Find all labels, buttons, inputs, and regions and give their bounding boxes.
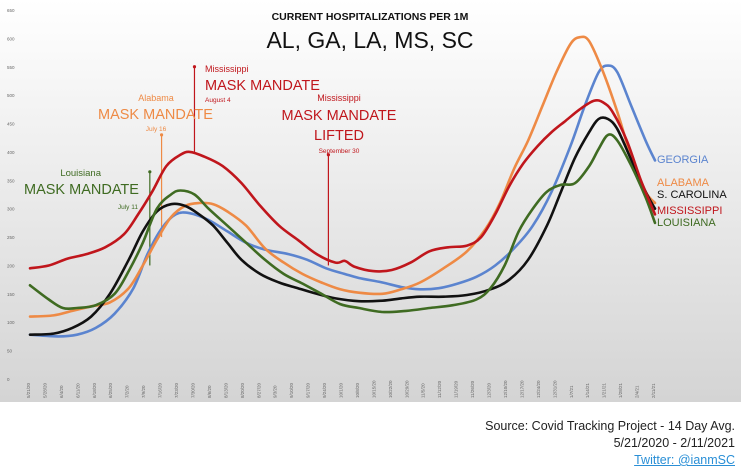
chart-subtitle: AL, GA, LA, MS, SC <box>266 27 473 53</box>
x-tick-label: 9/17/20 <box>306 382 311 398</box>
annotation-state: Louisiana <box>60 168 101 179</box>
y-tick-label: 350 <box>7 178 15 183</box>
y-tick-label: 600 <box>7 36 15 41</box>
x-tick-label: 9/24/20 <box>322 382 327 398</box>
y-tick-label: 300 <box>7 207 15 212</box>
x-tick-label: 7/16/20 <box>158 382 163 398</box>
x-tick-label: 8/6/20 <box>207 385 212 398</box>
x-tick-label: 6/18/20 <box>92 382 97 398</box>
x-tick-label: 5/28/20 <box>42 382 47 398</box>
annotation-marker <box>159 133 164 137</box>
x-tick-label: 7/23/20 <box>174 382 179 398</box>
annotation-date: September 30 <box>319 148 360 155</box>
chart-background <box>0 0 741 402</box>
x-tick-label: 7/30/20 <box>190 382 195 398</box>
series-label-mississippi: MISSISSIPPI <box>657 205 722 217</box>
x-tick-label: 12/10/20 <box>503 380 508 398</box>
x-tick-label: 10/15/20 <box>371 380 376 398</box>
x-tick-label: 9/10/20 <box>289 382 294 398</box>
y-tick-label: 450 <box>7 122 15 127</box>
source-text: Source: Covid Tracking Project - 14 Day … <box>485 419 735 433</box>
series-line-south_carolina <box>28 116 657 336</box>
x-tick-label: 2/11/21 <box>651 383 656 398</box>
y-tick-label: 500 <box>7 93 15 98</box>
x-axis-ticks: 5/21/20 5/28/20 6/4/20 6/11/20 6/18/20 6/25/2… <box>26 380 656 398</box>
annotation-label: MASK MANDATE <box>98 107 213 123</box>
x-tick-label: 10/8/20 <box>355 382 360 398</box>
x-tick-label: 8/20/20 <box>240 382 245 398</box>
x-tick-label: 11/12/20 <box>437 380 442 398</box>
x-tick-label: 1/14/21 <box>585 382 590 398</box>
x-tick-label: 6/4/20 <box>59 385 64 398</box>
x-tick-label: 11/19/20 <box>454 380 459 398</box>
y-tick-label: 0 <box>7 377 10 382</box>
y-tick-label: 100 <box>7 320 15 325</box>
series-label-south_carolina: S. CAROLINA <box>657 189 727 201</box>
annotation-label: MASK MANDATE <box>24 182 139 198</box>
x-tick-label: 6/11/20 <box>75 383 80 398</box>
annotation-state: Alabama <box>138 93 174 103</box>
series-label-georgia: GEORGIA <box>657 154 709 166</box>
x-tick-label: 7/2/20 <box>125 385 130 398</box>
series-label-louisiana: LOUISIANA <box>657 217 716 229</box>
y-tick-label: 150 <box>7 292 15 297</box>
annotation-marker <box>148 170 152 174</box>
x-tick-label: 2/4/21 <box>635 385 640 398</box>
annotation-date: August 4 <box>205 97 231 104</box>
annotation-marker <box>192 65 197 69</box>
y-tick-label: 400 <box>7 150 15 155</box>
annotation-date: July 11 <box>118 204 138 211</box>
y-tick-label: 550 <box>7 65 15 70</box>
x-tick-label: 12/3/20 <box>487 382 492 398</box>
y-tick-label: 50 <box>7 349 13 354</box>
x-tick-label: 12/31/20 <box>552 380 557 398</box>
twitter-link[interactable]: Twitter: @ianmSC <box>634 453 735 467</box>
x-tick-label: 1/28/21 <box>618 382 623 398</box>
x-tick-label: 7/9/20 <box>141 385 146 398</box>
series-line-alabama <box>28 35 657 318</box>
x-tick-label: 8/13/20 <box>223 382 228 398</box>
annotation-label: LIFTED <box>314 128 364 144</box>
x-tick-label: 9/3/20 <box>273 385 278 398</box>
date-range-text: 5/21/2020 - 2/11/2021 <box>613 436 735 450</box>
y-tick-label: 200 <box>7 263 15 268</box>
annotation-label: MASK MANDATE <box>205 78 320 94</box>
x-tick-label: 5/21/20 <box>26 382 31 398</box>
series-line-mississippi <box>28 99 657 273</box>
chart-area: CURRENT HOSPITALIZATIONS PER 1M AL, GA, … <box>0 0 741 402</box>
series-lines <box>28 35 657 338</box>
x-tick-label: 10/29/20 <box>404 380 409 398</box>
hospitalizations-chart: CURRENT HOSPITALIZATIONS PER 1M AL, GA, … <box>0 0 741 402</box>
annotation-state: Mississippi <box>205 64 249 74</box>
x-tick-label: 12/24/20 <box>536 380 541 398</box>
x-tick-label: 10/22/20 <box>388 380 393 398</box>
annotation-label: MASK MANDATE <box>282 108 397 124</box>
x-tick-label: 6/25/20 <box>108 382 113 398</box>
annotations: Louisiana MASK MANDATE July 11 Alabama MASK … <box>24 64 397 266</box>
x-tick-label: 11/5/20 <box>421 383 426 398</box>
x-tick-label: 11/26/20 <box>470 380 475 398</box>
x-tick-label: 1/7/21 <box>569 385 574 398</box>
x-tick-label: 8/27/20 <box>256 382 261 398</box>
y-axis-ticks: 0 50 100 150 200 250 300 350 400 450 500 550 600 650 <box>7 8 15 382</box>
x-tick-label: 1/21/21 <box>602 382 607 398</box>
series-label-alabama: ALABAMA <box>657 177 710 189</box>
annotation-state: Mississippi <box>317 93 361 103</box>
x-tick-label: 12/17/20 <box>519 380 524 398</box>
x-tick-label: 10/1/20 <box>339 382 344 398</box>
annotation-date: July 16 <box>146 126 167 133</box>
y-tick-label: 650 <box>7 8 15 13</box>
chart-title: CURRENT HOSPITALIZATIONS PER 1M <box>272 11 469 23</box>
series-line-louisiana <box>28 133 657 314</box>
annotation-marker <box>326 153 331 157</box>
y-tick-label: 250 <box>7 235 15 240</box>
